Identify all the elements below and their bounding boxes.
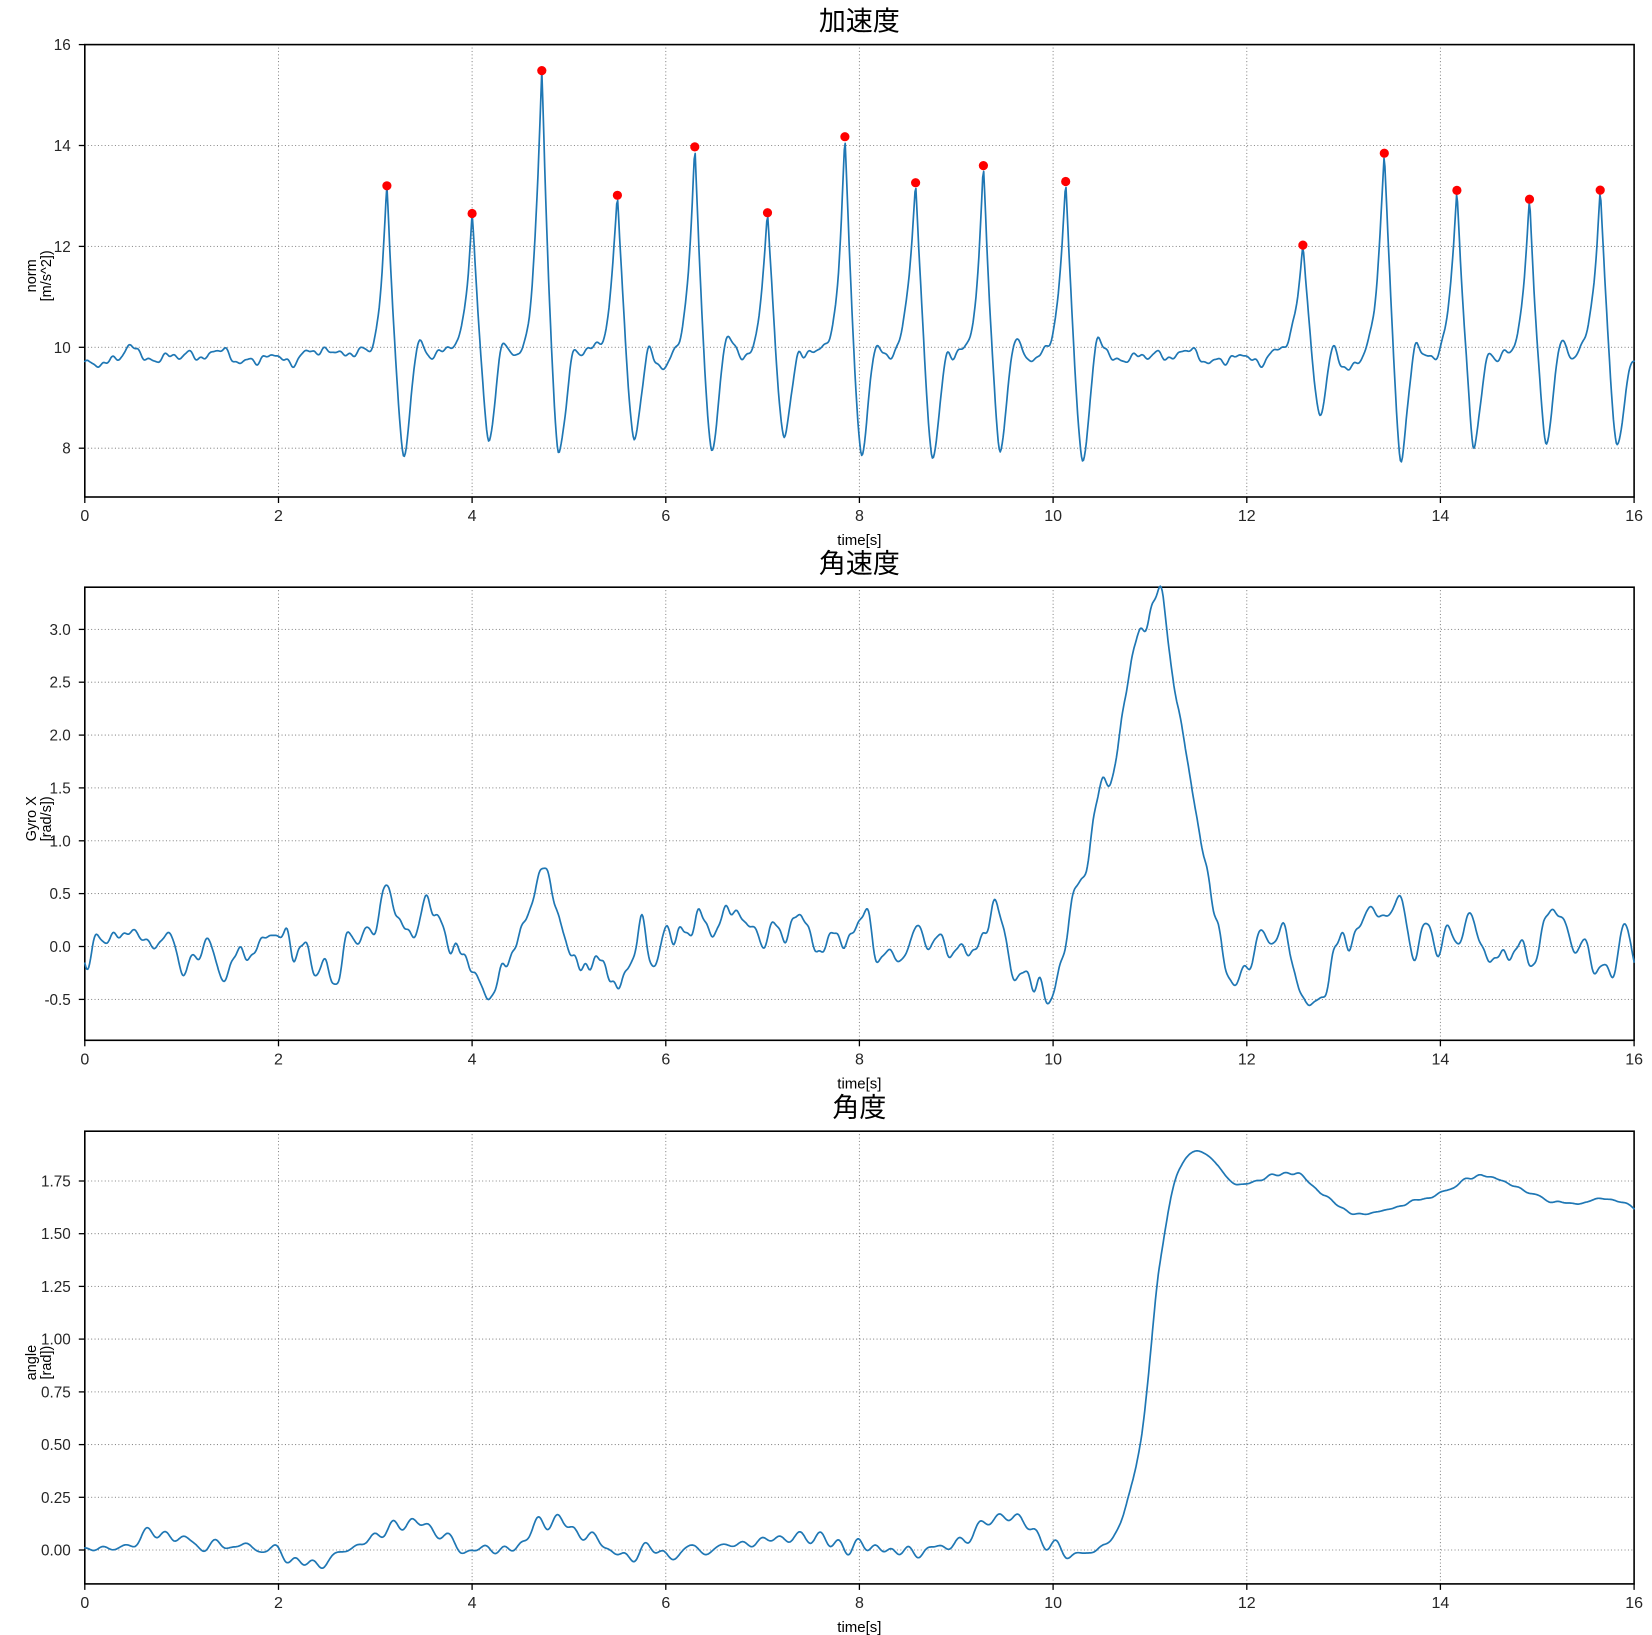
svg-text:8: 8 [855, 1051, 864, 1068]
svg-text:12: 12 [1238, 508, 1256, 525]
svg-text:10: 10 [1044, 1595, 1062, 1612]
svg-text:16: 16 [1625, 508, 1643, 525]
svg-text:0.5: 0.5 [50, 886, 71, 903]
svg-text:6: 6 [661, 1595, 670, 1612]
svg-text:1.50: 1.50 [41, 1226, 71, 1243]
svg-text:6: 6 [661, 508, 670, 525]
svg-text:angle: angle [24, 1345, 40, 1380]
svg-text:norm: norm [24, 259, 40, 292]
svg-text:角度: 角度 [832, 1086, 886, 1125]
svg-text:0.00: 0.00 [41, 1543, 71, 1560]
svg-text:8: 8 [855, 508, 864, 525]
svg-text:16: 16 [1625, 1051, 1643, 1068]
svg-text:[rad/s]): [rad/s]) [39, 796, 55, 841]
svg-text:1.25: 1.25 [41, 1279, 71, 1296]
svg-text:1.5: 1.5 [50, 780, 71, 797]
svg-text:8: 8 [62, 441, 71, 458]
svg-text:-0.5: -0.5 [44, 992, 70, 1009]
svg-text:8: 8 [855, 1595, 864, 1612]
svg-text:4: 4 [468, 1051, 477, 1068]
svg-text:Gyro X: Gyro X [24, 796, 40, 841]
svg-text:2.0: 2.0 [50, 728, 71, 745]
svg-text:2: 2 [274, 1595, 283, 1612]
svg-text:0: 0 [80, 1051, 89, 1068]
svg-text:角速度: 角速度 [819, 542, 900, 581]
svg-text:加速度: 加速度 [819, 0, 900, 39]
svg-text:10: 10 [1044, 508, 1062, 525]
svg-text:0.0: 0.0 [50, 939, 71, 956]
svg-text:0.75: 0.75 [41, 1384, 71, 1401]
svg-text:10: 10 [54, 340, 71, 357]
svg-text:14: 14 [1432, 1595, 1450, 1612]
svg-text:2: 2 [274, 508, 283, 525]
svg-text:[rad]): [rad]) [39, 1346, 55, 1380]
svg-text:16: 16 [1625, 1595, 1643, 1612]
svg-text:12: 12 [1238, 1051, 1256, 1068]
svg-text:4: 4 [468, 508, 477, 525]
svg-text:0: 0 [80, 1595, 89, 1612]
svg-text:[m/s^2]): [m/s^2]) [39, 250, 55, 301]
svg-text:0.50: 0.50 [41, 1437, 71, 1454]
svg-text:6: 6 [661, 1051, 670, 1068]
svg-text:16: 16 [54, 37, 71, 54]
svg-text:1.75: 1.75 [41, 1174, 71, 1191]
svg-text:14: 14 [54, 138, 72, 155]
svg-text:3.0: 3.0 [50, 622, 71, 639]
svg-text:12: 12 [1238, 1595, 1256, 1612]
svg-text:12: 12 [54, 239, 71, 256]
svg-text:10: 10 [1044, 1051, 1062, 1068]
svg-text:0: 0 [80, 508, 89, 525]
svg-text:4: 4 [468, 1595, 477, 1612]
svg-text:2: 2 [274, 1051, 283, 1068]
svg-text:14: 14 [1432, 1051, 1450, 1068]
svg-text:0.25: 0.25 [41, 1490, 71, 1507]
svg-text:14: 14 [1432, 508, 1450, 525]
svg-text:time[s]: time[s] [837, 1619, 881, 1635]
svg-text:2.5: 2.5 [50, 675, 71, 692]
